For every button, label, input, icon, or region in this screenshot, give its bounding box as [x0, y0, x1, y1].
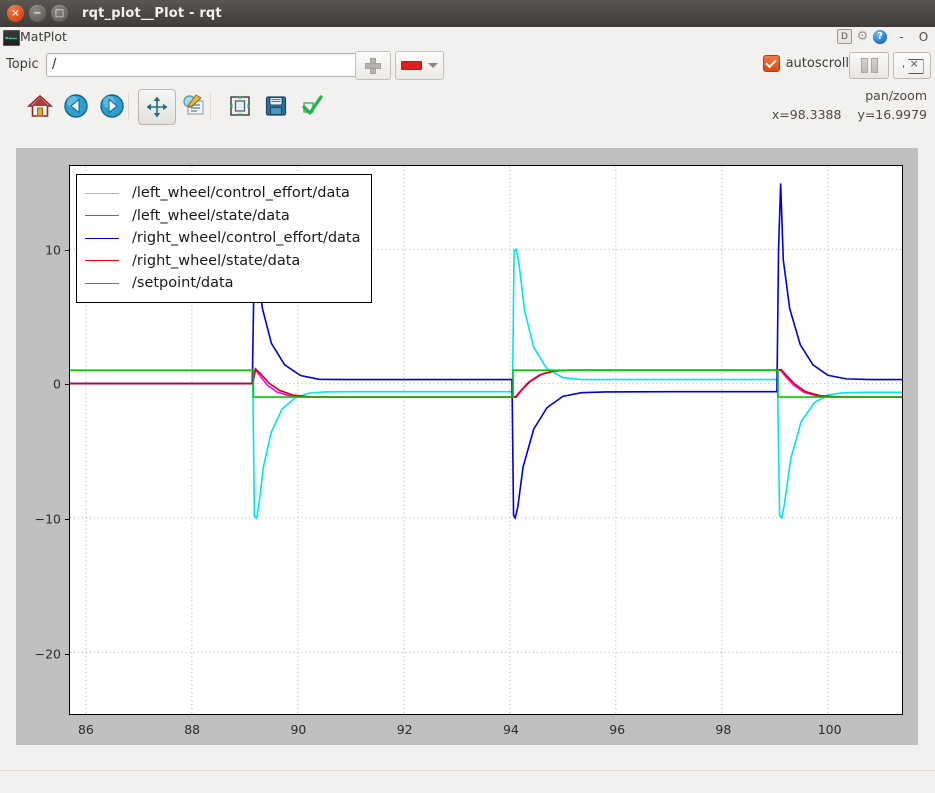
autoscroll-checkbox[interactable]	[762, 55, 780, 72]
window-close-button[interactable]: ×	[7, 5, 24, 22]
data-layer	[70, 166, 902, 714]
color-selector[interactable]	[395, 51, 444, 80]
legend-color-swatch	[85, 282, 119, 284]
pan-button[interactable]	[138, 89, 176, 125]
color-swatch	[401, 61, 422, 70]
legend-item: /left_wheel/control_effort/data	[85, 182, 361, 205]
pause-button[interactable]	[849, 52, 889, 79]
subplots-icon	[229, 95, 251, 117]
clear-button[interactable]	[893, 52, 931, 79]
forward-button[interactable]	[94, 89, 130, 123]
back-button[interactable]	[58, 89, 94, 123]
legend-item: /right_wheel/state/data	[85, 250, 361, 273]
zoom-rect-button[interactable]	[176, 89, 212, 123]
legend-color-swatch	[85, 237, 119, 239]
window-titlebar: × − □ rqt_plot__Plot - rqt	[0, 0, 935, 27]
zoom-rect-icon	[183, 94, 204, 115]
y-tick-label: 10	[45, 242, 61, 258]
window-title: rqt_plot__Plot - rqt	[82, 6, 222, 21]
matplot-icon	[3, 30, 20, 46]
window-minimize-button[interactable]: −	[29, 5, 46, 22]
x-tick-label: 88	[184, 722, 201, 737]
arrow-right-icon	[100, 94, 124, 118]
legend-label: /right_wheel/control_effort/data	[132, 230, 361, 247]
matplotlib-toolbar: pan/zoom x=98.3388 y=16.9979	[0, 83, 935, 130]
status-bar	[0, 770, 935, 793]
move-icon	[146, 96, 168, 118]
dock-buttons: D ⚙ ? - O	[837, 29, 931, 44]
toolbar-mode-label: pan/zoom	[865, 88, 927, 103]
pause-icon	[860, 58, 868, 73]
plot-canvas-container[interactable]: 10 0 −10 −20 86 88 90 92 94 96 98 100 /left_wheel/c…	[16, 148, 918, 745]
topic-row: Topic / autoscroll	[0, 49, 935, 83]
toolbar-coordinates: x=98.3388 y=16.9979	[772, 107, 927, 122]
y-tick-mark	[65, 653, 70, 655]
home-button[interactable]	[22, 89, 58, 123]
legend-label: /right_wheel/state/data	[132, 252, 301, 269]
x-tick-label: 90	[290, 722, 307, 737]
plot-axes[interactable]: 10 0 −10 −20 86 88 90 92 94 96 98 100 /left_wheel/c…	[35, 165, 903, 737]
legend-item: /left_wheel/state/data	[85, 205, 361, 228]
legend-color-swatch	[85, 260, 119, 262]
y-tick-label: 0	[53, 376, 61, 392]
series-line	[70, 369, 902, 397]
x-tick-label: 92	[396, 722, 413, 737]
topic-input[interactable]: /	[46, 53, 358, 77]
autoscroll-control[interactable]: autoscroll	[762, 55, 849, 72]
close-icon: ×	[11, 7, 20, 19]
maximize-icon: □	[54, 7, 65, 19]
plot-legend: /left_wheel/control_effort/data/left_whe…	[76, 174, 372, 303]
check-button[interactable]	[294, 89, 330, 123]
legend-color-swatch	[85, 215, 119, 217]
backspace-icon	[903, 57, 922, 72]
save-button[interactable]	[258, 89, 294, 123]
dock-close-button[interactable]: O	[918, 29, 929, 44]
legend-label: /left_wheel/control_effort/data	[132, 185, 350, 202]
legend-label: /setpoint/data	[132, 275, 234, 292]
dock-title: MatPlot	[20, 29, 67, 44]
window-maximize-button[interactable]: □	[51, 5, 68, 22]
autoscroll-label: autoscroll	[785, 56, 849, 71]
y-tick-mark	[65, 519, 70, 521]
gear-icon[interactable]: ⚙	[856, 29, 869, 44]
coord-x: x=98.3388	[771, 107, 842, 122]
pause-icon-2	[870, 58, 878, 73]
legend-label: /left_wheel/state/data	[132, 207, 290, 224]
x-tick-label: 94	[502, 722, 519, 737]
toolbar-separator-1	[128, 93, 129, 119]
dock-minimize-button[interactable]: -	[899, 29, 904, 44]
topic-label: Topic	[6, 57, 39, 72]
y-tick-mark	[65, 249, 70, 251]
legend-item: /setpoint/data	[85, 272, 361, 295]
y-tick-mark	[65, 384, 70, 386]
configure-subplots-button[interactable]	[222, 89, 258, 123]
home-icon	[27, 94, 53, 117]
plus-icon	[365, 57, 381, 74]
grid-layer	[70, 166, 902, 714]
arrow-left-icon	[64, 94, 88, 118]
check-icon	[302, 95, 323, 115]
series-line	[70, 249, 902, 518]
dock-d-button[interactable]: D	[837, 29, 852, 44]
add-topic-button[interactable]	[355, 51, 391, 80]
y-tick-label: −20	[34, 646, 61, 662]
help-icon[interactable]: ?	[873, 29, 887, 44]
matplotlib-figure[interactable]: 10 0 −10 −20 86 88 90 92 94 96 98 100 /left_wheel/c…	[16, 148, 918, 745]
legend-item: /right_wheel/control_effort/data	[85, 227, 361, 250]
x-tick-label: 86	[77, 722, 94, 737]
series-line	[70, 183, 902, 517]
dock-header: MatPlot D ⚙ ? - O	[0, 27, 935, 49]
legend-color-swatch	[85, 192, 119, 194]
toolbar-separator-2	[210, 93, 211, 119]
x-tick-label: 98	[715, 722, 732, 737]
x-tick-label: 96	[609, 722, 626, 737]
chevron-down-icon	[428, 63, 438, 68]
floppy-disk-icon	[265, 96, 287, 116]
window-controls: × − □	[0, 5, 68, 22]
coord-y: y=16.9979	[857, 107, 927, 122]
y-tick-label: −10	[34, 511, 61, 527]
minimize-icon: −	[33, 7, 42, 19]
x-tick-label: 100	[817, 722, 842, 737]
series-line	[70, 370, 902, 397]
